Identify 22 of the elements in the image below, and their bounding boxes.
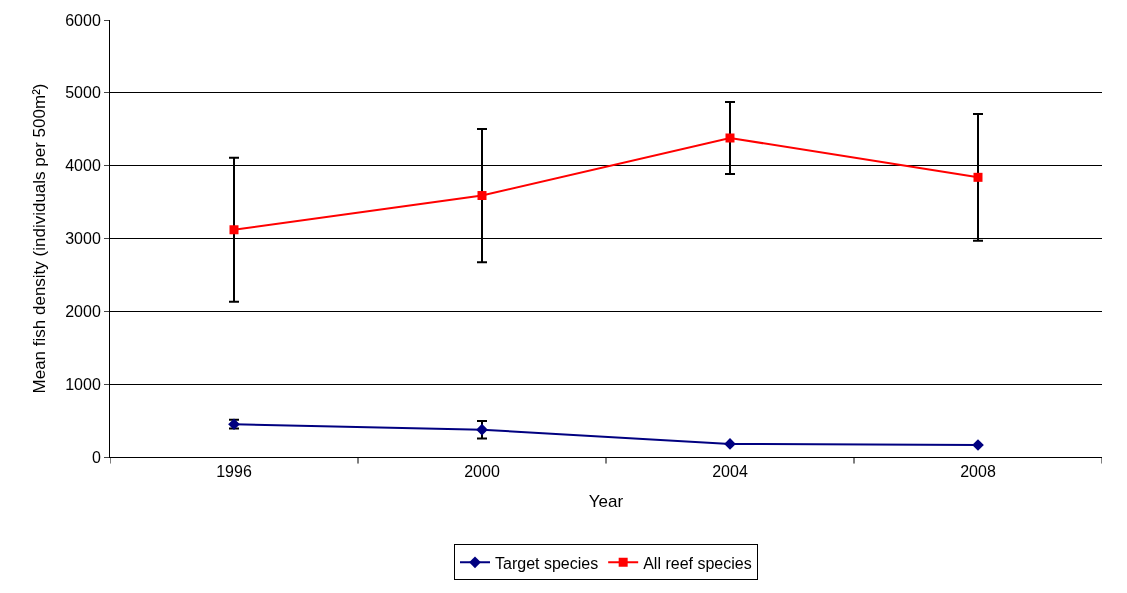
- legend-label: All reef species: [643, 554, 752, 572]
- x-axis-title: Year: [588, 491, 624, 511]
- point: [724, 438, 736, 450]
- point: [476, 423, 488, 436]
- y-tick-label: 6000: [65, 11, 101, 29]
- point: [973, 172, 983, 182]
- point: [477, 191, 487, 201]
- y-tick-label: 3000: [65, 230, 101, 248]
- legend-label: Target species: [495, 554, 599, 572]
- y-tick-label: 5000: [65, 84, 101, 102]
- point: [725, 133, 735, 143]
- x-tick-label: 2000: [464, 463, 500, 481]
- point: [229, 225, 239, 235]
- y-tick-label: 0: [91, 448, 101, 466]
- y-tick-label: 4000: [65, 157, 101, 175]
- x-tick-label: 1996: [216, 463, 252, 481]
- y-axis-title: Mean fish density (individuals per 500m²): [29, 83, 49, 394]
- y-tick-label: 1000: [65, 375, 101, 393]
- y-tick-label: 2000: [65, 302, 101, 320]
- point: [972, 439, 984, 451]
- x-tick-label: 2004: [712, 463, 748, 481]
- x-tick-label: 2008: [960, 463, 996, 481]
